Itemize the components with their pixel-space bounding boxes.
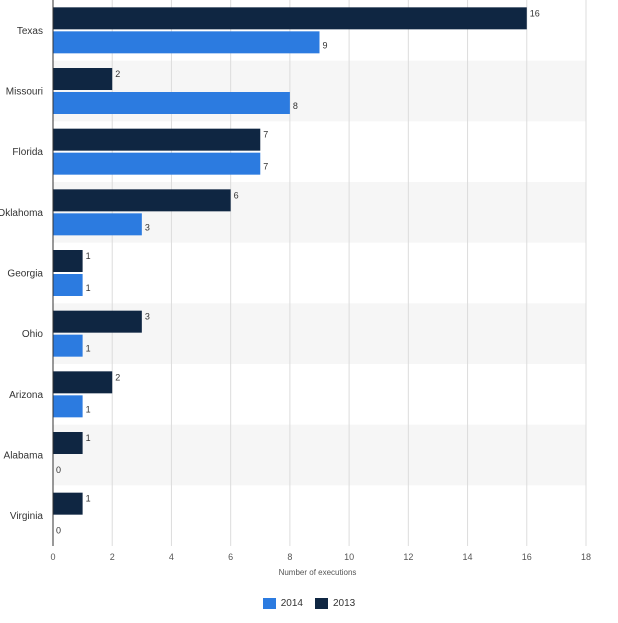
- x-tick-label-12: 12: [403, 552, 413, 562]
- category-label-florida: Florida: [12, 147, 43, 158]
- bar-chart: 169Texas28Missouri77Florida63Oklahoma11G…: [0, 0, 591, 577]
- legend-swatch-2013: [315, 598, 328, 609]
- bar-2013-ohio: [53, 310, 142, 333]
- data-label-2014-alabama: 0: [56, 465, 61, 475]
- category-label-alabama: Alabama: [4, 451, 44, 462]
- bar-2014-oklahoma: [53, 213, 142, 236]
- bar-2013-virginia: [53, 492, 83, 515]
- bar-2014-georgia: [53, 274, 83, 296]
- chart-legend: 2014 2013: [0, 598, 618, 609]
- x-tick-label-4: 4: [169, 552, 174, 562]
- legend-label-2013: 2013: [333, 598, 356, 609]
- bar-2013-florida: [53, 128, 261, 151]
- legend-item-2014[interactable]: 2014: [262, 598, 303, 609]
- data-label-2014-florida: 7: [263, 162, 268, 172]
- x-tick-label-18: 18: [581, 552, 591, 562]
- legend-item-2013[interactable]: 2013: [315, 598, 355, 609]
- bar-2013-alabama: [53, 432, 83, 454]
- bar-2013-oklahoma: [53, 189, 231, 212]
- x-tick-label-16: 16: [522, 552, 532, 562]
- bar-2014-ohio: [53, 334, 83, 357]
- x-tick-label-14: 14: [463, 552, 473, 562]
- data-label-2013-oklahoma: 6: [234, 190, 239, 200]
- data-label-2013-florida: 7: [263, 130, 268, 140]
- data-label-2013-missouri: 2: [115, 69, 120, 79]
- x-tick-label-6: 6: [228, 552, 233, 562]
- data-label-2013-texas: 16: [530, 8, 540, 18]
- bar-2014-texas: [53, 31, 320, 54]
- bar-2013-missouri: [53, 68, 113, 90]
- bar-2014-arizona: [53, 395, 83, 418]
- x-axis-title: Number of executions: [279, 568, 357, 577]
- data-label-2014-arizona: 1: [86, 404, 91, 414]
- x-tick-label-8: 8: [287, 552, 292, 562]
- bar-2013-georgia: [53, 250, 83, 272]
- bar-2013-arizona: [53, 371, 113, 394]
- legend-swatch-2014: [262, 598, 276, 609]
- data-label-2014-virginia: 0: [56, 526, 61, 536]
- data-label-2014-oklahoma: 3: [145, 222, 150, 232]
- data-label-2013-virginia: 1: [86, 494, 91, 504]
- data-label-2014-texas: 9: [323, 40, 328, 50]
- category-label-oklahoma: Oklahoma: [0, 208, 43, 219]
- bar-2014-missouri: [53, 92, 290, 114]
- data-label-2014-ohio: 1: [86, 344, 91, 354]
- data-label-2013-alabama: 1: [86, 433, 91, 443]
- category-label-virginia: Virginia: [10, 511, 44, 522]
- data-label-2013-arizona: 2: [115, 372, 120, 382]
- category-label-texas: Texas: [17, 26, 43, 37]
- x-tick-label-10: 10: [344, 552, 354, 562]
- data-label-2013-georgia: 1: [86, 251, 91, 261]
- row-band-7: [53, 424, 586, 486]
- category-label-ohio: Ohio: [22, 329, 44, 340]
- x-tick-label-0: 0: [50, 552, 55, 562]
- x-tick-label-2: 2: [110, 552, 115, 562]
- bar-2013-texas: [53, 7, 527, 30]
- data-label-2014-georgia: 1: [86, 283, 91, 293]
- data-label-2013-ohio: 3: [145, 312, 150, 322]
- legend-label-2014: 2014: [280, 598, 303, 609]
- category-label-missouri: Missouri: [6, 87, 43, 98]
- category-label-arizona: Arizona: [9, 390, 43, 401]
- category-label-georgia: Georgia: [7, 269, 43, 280]
- data-label-2014-missouri: 8: [293, 101, 298, 111]
- bar-2014-florida: [53, 152, 261, 175]
